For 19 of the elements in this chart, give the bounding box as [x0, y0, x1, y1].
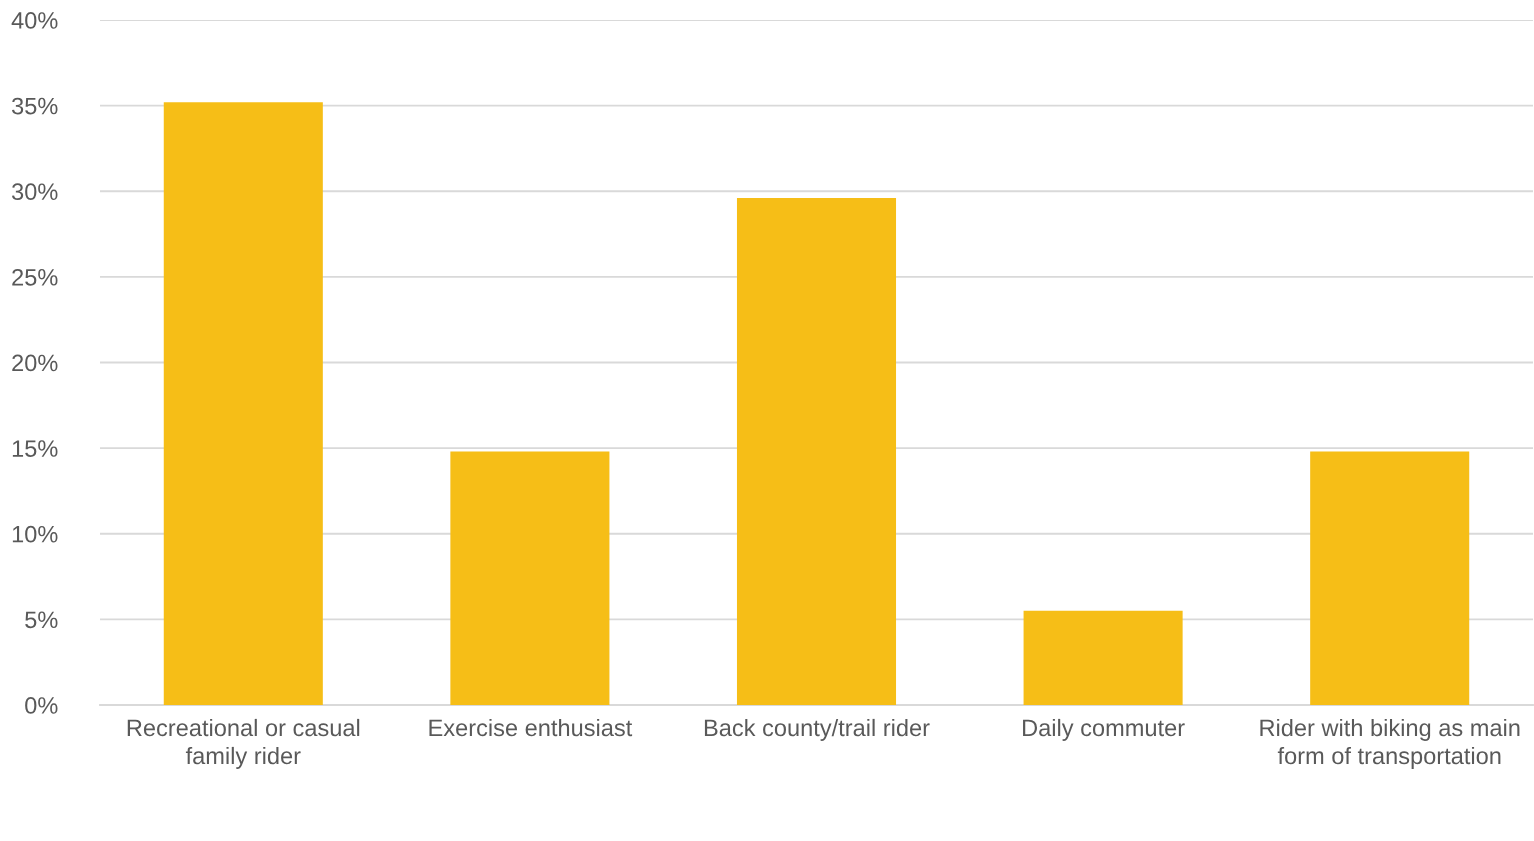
y-tick-label: 20%: [12, 354, 58, 372]
y-tick-label: 40%: [11, 12, 58, 29]
y-tick-label: 25%: [12, 268, 58, 286]
y-tick-label: 5%: [25, 611, 58, 629]
x-tick-label: Back county/trail rider: [704, 718, 930, 741]
bar: [163, 102, 323, 705]
x-tick-label: Exercise enthusiast: [429, 718, 633, 737]
y-tick-label: 10%: [12, 525, 58, 543]
x-tick-label: Recreational or casual family rider: [127, 718, 360, 769]
x-tick-label: Rider with biking as main form of transportation: [1260, 718, 1520, 769]
x-tick-label: Daily commuter: [1023, 718, 1185, 741]
bar: [736, 198, 897, 705]
bar: [450, 451, 610, 705]
bar: [1023, 610, 1183, 705]
y-tick-label: 35%: [11, 97, 58, 115]
y-tick-label: 0%: [25, 697, 58, 714]
y-tick-label: 15%: [12, 440, 58, 457]
bar: [1310, 451, 1470, 705]
y-tick-label: 30%: [11, 183, 58, 201]
